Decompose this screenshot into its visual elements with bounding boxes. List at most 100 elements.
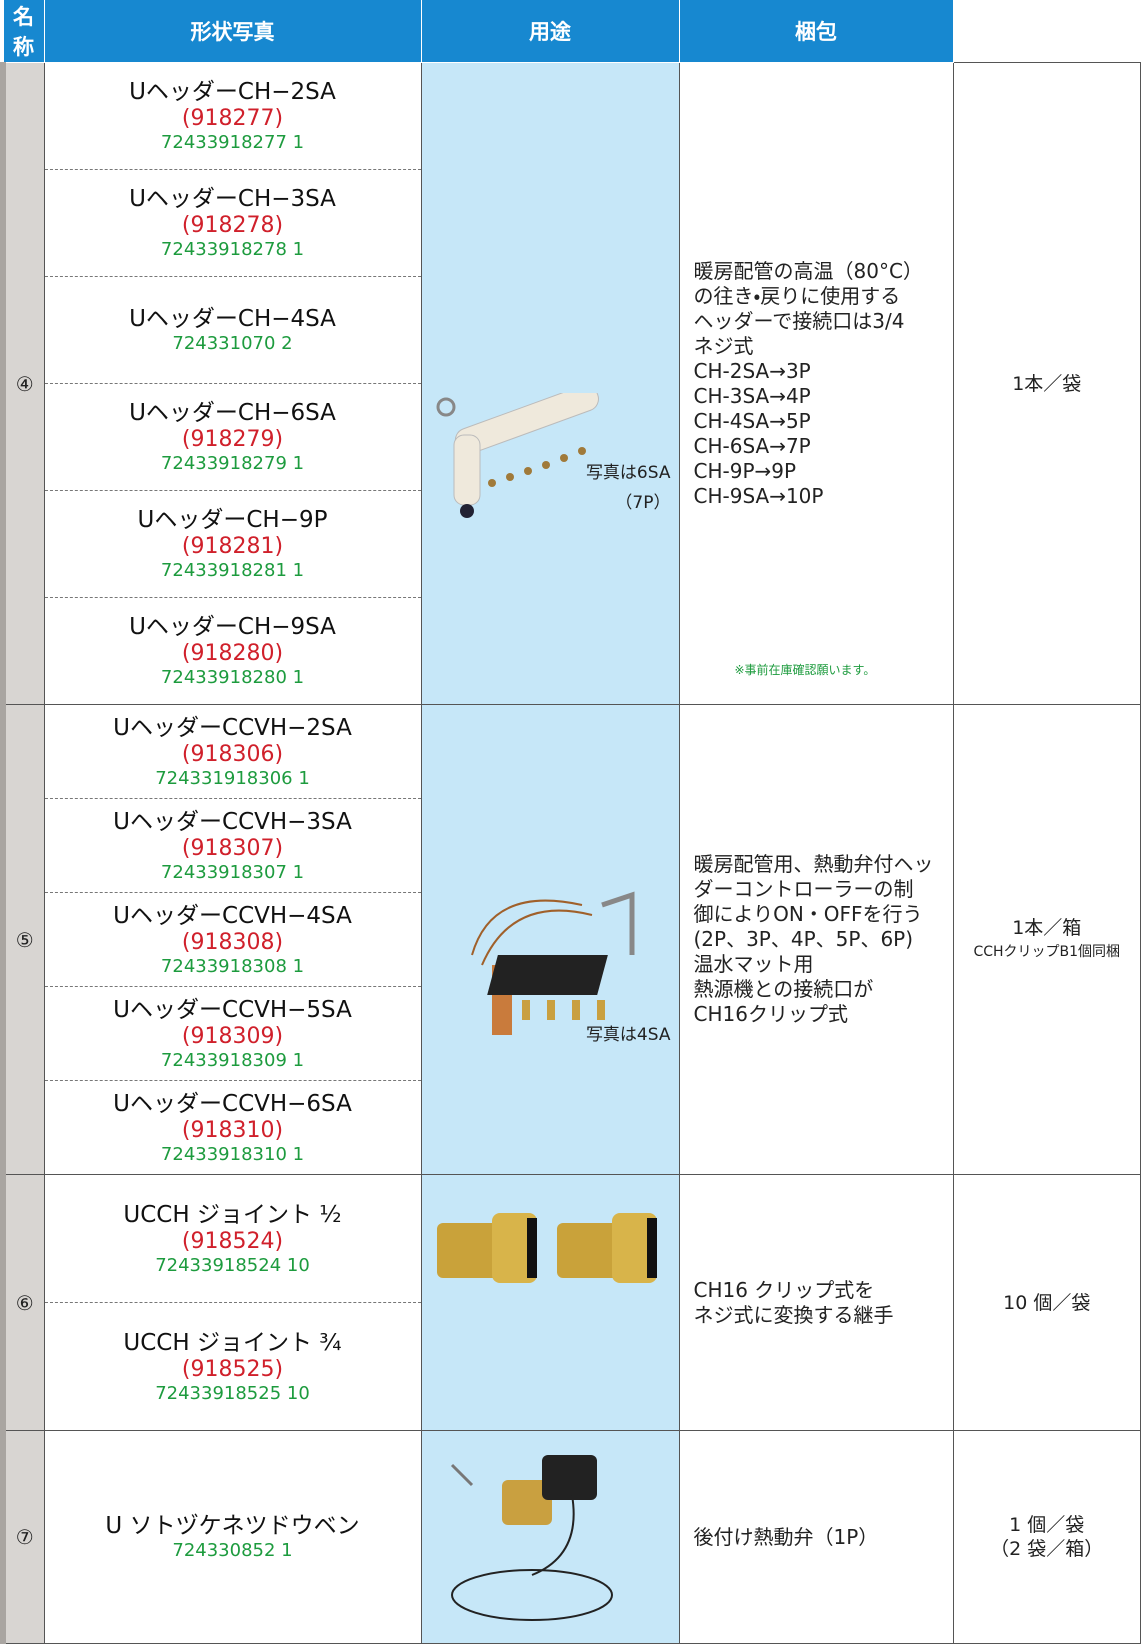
caption-line: 写真は6SA [585, 463, 671, 483]
product-name-cell: UヘッダーCH−4SA 724331070 2 [43, 276, 422, 384]
product-name-cell: UヘッダーCH−6SA (918279) 72433918279 1 [43, 383, 422, 491]
caption-line: （7P） [615, 493, 671, 513]
packing-line: 10 個／袋 [1003, 1291, 1091, 1314]
product-name: UヘッダーCH−6SA [129, 400, 336, 426]
product-code: (918309) [181, 1023, 284, 1049]
jan-code: 724331070 2 [172, 333, 293, 354]
jan-code: 724330852 1 [172, 1540, 293, 1561]
product-name: UヘッダーCCVH−5SA [113, 996, 352, 1023]
table-row: UヘッダーCCVH−4SA (918308) 72433918308 1 [3, 892, 1141, 987]
product-photo [436, 1213, 657, 1283]
product-code: (918308) [181, 929, 284, 955]
usage-line: 温水マット用 [693, 952, 814, 976]
usage-line: 後付け熱動弁（1P） [693, 1524, 879, 1549]
jan-code: 72433918279 1 [160, 453, 305, 474]
usage-line: 御によりON・OFFを行う [693, 902, 923, 926]
stock-note: ※事前在庫確認願います。 [734, 663, 876, 677]
photo-cell [420, 1174, 680, 1431]
photo-caption: 写真は4SA [586, 1020, 671, 1050]
packing-cell: 1本／袋 [952, 62, 1141, 705]
packing-line: CCHクリップB1個同梱 [973, 943, 1121, 960]
product-code: (918306) [181, 741, 284, 767]
group-number: ⑦ [0, 1430, 45, 1644]
packing-cell: 1 個／袋 （2 袋／箱） [952, 1430, 1141, 1644]
jan-code: 72433918277 1 [160, 132, 305, 153]
table-row: ④ UヘッダーCH−2SA (918277) 72433918277 1 写真は6SA （… [0, 62, 1141, 705]
product-code: (918307) [181, 835, 284, 861]
jan-code: 72433918524 10 [155, 1254, 310, 1276]
photo-cell: 写真は6SA （7P） [420, 62, 680, 705]
product-name: U ソトヅケネツドウベン [105, 1513, 360, 1539]
jan-code: 72433918281 1 [160, 560, 305, 581]
product-code: (918277) [181, 106, 284, 131]
usage-line: CH-6SA→7P [693, 433, 811, 458]
table-row: UヘッダーCCVH−3SA (918307) 72433918307 1 [3, 798, 1141, 893]
product-name: UヘッダーCCVH−4SA [113, 902, 352, 929]
product-name: UヘッダーCCVH−3SA [113, 808, 352, 835]
jan-code: 72433918278 1 [160, 239, 305, 260]
product-name: UヘッダーCCVH−6SA [113, 1090, 352, 1117]
product-name-cell: UヘッダーCH−9P (918281) 72433918281 1 [43, 490, 422, 598]
usage-cell: 暖房配管用、熱動弁付ヘッ ダーコントローラーの制 御によりON・OFFを行う (2P、… [678, 704, 954, 1175]
product-name: UヘッダーCH−2SA [129, 79, 336, 105]
usage-line: 熱源機との接続口が [693, 977, 874, 1001]
packing-cell: 10 個／袋 [952, 1174, 1141, 1431]
product-code: (918279) [181, 427, 284, 452]
caption-line: 写真は4SA [585, 1025, 671, 1045]
product-photo [470, 891, 634, 1035]
table-row: ⑥ UCCH ジョイント ½ (918524) 72433918524 10 CH16 … [0, 1174, 1141, 1431]
product-name-cell: UヘッダーCH−2SA (918277) 72433918277 1 [43, 62, 422, 170]
product-name-cell: UヘッダーCH−9SA (918280) 72433918280 1 [43, 597, 422, 705]
product-photo [436, 393, 599, 518]
product-name-cell: UヘッダーCCVH−4SA (918308) 72433918308 1 [43, 892, 422, 987]
packing-cell: 1本／箱 CCHクリップB1個同梱 [952, 704, 1141, 1175]
usage-line: の往き・戻りに使用する [693, 283, 901, 308]
product-name-cell: UヘッダーCCVH−5SA (918309) 72433918309 1 [43, 986, 422, 1081]
table-row: UヘッダーCH−3SA (918278) 72433918278 1 [3, 169, 1141, 277]
product-code: (918278) [181, 213, 284, 238]
usage-line: ネジ式に変換する継手 [693, 1302, 894, 1327]
product-name: UCCH ジョイント ½ [123, 1201, 342, 1228]
usage-line: CH-4SA→5P [693, 408, 811, 433]
column-header: 梱包 [678, 0, 954, 63]
jan-code: 72433918308 1 [160, 955, 305, 977]
table-row: UヘッダーCCVH−5SA (918309) 72433918309 1 [3, 986, 1141, 1081]
product-name: UヘッダーCCVH−2SA [113, 714, 352, 741]
photo-cell [420, 1430, 680, 1644]
packing-line: 1本／箱 [1012, 916, 1082, 939]
group-number: ⑥ [0, 1174, 45, 1431]
usage-line: CH16クリップ式 [693, 1002, 848, 1026]
header-row: 名称 形状写真 用途 梱包 [2, 0, 1141, 63]
usage-line: CH-9P→9P [693, 458, 797, 483]
product-name-cell: UCCH ジョイント ½ (918524) 72433918524 10 [43, 1174, 422, 1303]
product-code: (918310) [181, 1117, 284, 1143]
usage-cell: 後付け熱動弁（1P） [678, 1430, 954, 1644]
product-photo [450, 1455, 613, 1621]
table-row: UヘッダーCH−6SA (918279) 72433918279 1 [3, 383, 1141, 491]
usage-line: 暖房配管用、熱動弁付ヘッ [693, 852, 934, 876]
packing-line: 1本／袋 [1012, 372, 1082, 395]
product-name-cell: U ソトヅケネツドウベン 724330852 1 [43, 1430, 422, 1644]
usage-line: ネジ式 [693, 333, 754, 358]
table-row: UヘッダーCCVH−6SA (918310) 72433918310 1 [3, 1080, 1141, 1175]
usage-line: CH-9SA→10P [693, 483, 824, 508]
product-name-cell: UCCH ジョイント ¾ (918525) 72433918525 10 [43, 1302, 422, 1431]
table-row: UヘッダーCH−4SA 724331070 2 [3, 276, 1141, 384]
photo-caption: 写真は6SA （7P） [586, 458, 671, 518]
group-number: ④ [0, 62, 45, 705]
column-header: 名称 [2, 0, 45, 63]
table-row: ⑤ UヘッダーCCVH−2SA (918306) 724331918306 1 写真は4… [0, 704, 1141, 1175]
jan-code: 724331918306 1 [155, 767, 310, 789]
jan-code: 72433918525 10 [155, 1382, 310, 1404]
product-name-cell: UヘッダーCCVH−6SA (918310) 72433918310 1 [43, 1080, 422, 1175]
product-code: (918281) [181, 534, 284, 559]
table-row: UCCH ジョイント ¾ (918525) 72433918525 10 [3, 1302, 1141, 1431]
table-row: UヘッダーCH−9SA (918280) 72433918280 1 [3, 597, 1141, 705]
usage-line: CH-3SA→4P [693, 383, 811, 408]
product-name: UCCH ジョイント ¾ [123, 1329, 342, 1356]
product-name-cell: UヘッダーCH−3SA (918278) 72433918278 1 [43, 169, 422, 277]
usage-line: CH-2SA→3P [693, 358, 811, 383]
